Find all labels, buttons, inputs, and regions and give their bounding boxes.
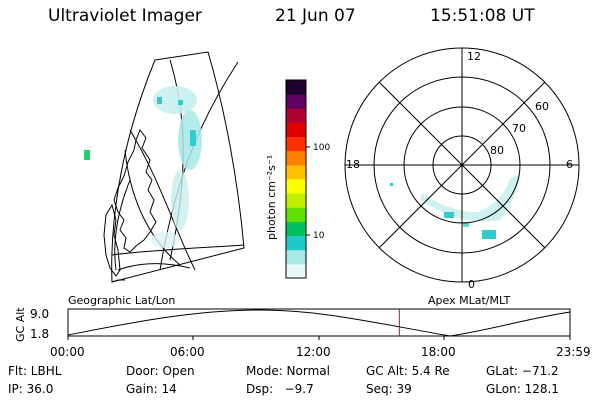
header: Ultraviolet Imager 21 Jun 07 15:51:08 UT bbox=[0, 6, 600, 86]
meridian-line bbox=[129, 129, 196, 271]
polar-aurora-emission bbox=[390, 175, 520, 239]
colorbar-segment bbox=[286, 108, 306, 123]
geographic-latitude: GLat: −71.2 bbox=[486, 364, 559, 378]
instrument-title: Ultraviolet Imager bbox=[48, 6, 202, 26]
x-tick-0000: 00:00 bbox=[50, 345, 85, 359]
emission-bright bbox=[463, 222, 469, 227]
x-tick-1200: 12:00 bbox=[296, 345, 331, 359]
emission-bright bbox=[482, 230, 496, 239]
x-tick-2359: 23:59 bbox=[556, 345, 591, 359]
geographic-longitude: GLon: 128.1 bbox=[486, 382, 559, 396]
map-frame-edge bbox=[111, 279, 125, 283]
timeline-y-tick-low: 1.8 bbox=[30, 327, 49, 341]
geographic-map bbox=[103, 51, 245, 283]
colorbar-segment bbox=[286, 94, 306, 109]
timeline-y-tick-high: 9.0 bbox=[30, 307, 49, 321]
mlt-label-6: 6 bbox=[566, 158, 573, 171]
colorbar-segment bbox=[286, 122, 306, 138]
x-tick-1800: 18:00 bbox=[421, 345, 456, 359]
parallel-line bbox=[111, 244, 245, 256]
colorbar-tick-100: 100 bbox=[313, 143, 330, 153]
mlt-label-18: 18 bbox=[346, 158, 360, 171]
imager-panels: photon cm⁻²s⁻¹ 100 10 12 18 6 0 60 70 80… bbox=[14, 47, 591, 359]
mode-status: Mode: Normal bbox=[246, 364, 330, 378]
altitude-curve bbox=[67, 309, 571, 337]
parallel-line bbox=[117, 263, 191, 271]
colorbar-segment bbox=[286, 263, 306, 279]
emission-bright bbox=[157, 97, 162, 104]
emission-bright bbox=[444, 212, 454, 218]
door-status: Door: Open bbox=[126, 364, 195, 378]
colorbar-segment bbox=[286, 235, 306, 251]
mlat-label-70: 70 bbox=[512, 122, 526, 135]
mlt-label-12: 12 bbox=[467, 50, 481, 63]
colorbar-frame bbox=[285, 79, 307, 279]
observation-time: 15:51:08 UT bbox=[430, 6, 535, 26]
colorbar-segment bbox=[286, 179, 306, 194]
colorbar bbox=[285, 79, 307, 279]
colorbar-segment bbox=[286, 249, 306, 265]
calibration-spot bbox=[84, 150, 90, 160]
emission-bright bbox=[190, 130, 196, 146]
gc-altitude: GC Alt: 5.4 Re bbox=[366, 364, 450, 378]
coastline bbox=[113, 128, 157, 253]
emission-patch bbox=[151, 232, 179, 248]
parallel-line bbox=[114, 179, 131, 271]
colorbar-segment bbox=[286, 80, 306, 95]
colorbar-segment bbox=[286, 136, 306, 152]
timeline-axis-title: GC Alt bbox=[14, 307, 27, 342]
timeline-left-label: Geographic Lat/Lon bbox=[68, 294, 175, 307]
colorbar-segment bbox=[286, 164, 306, 180]
polar-plot bbox=[344, 47, 580, 283]
colorbar-segment bbox=[286, 193, 306, 208]
emission-patch bbox=[171, 170, 189, 230]
mlat-label-80: 80 bbox=[490, 144, 504, 157]
coastline bbox=[103, 203, 121, 277]
colorbar-tick-10: 10 bbox=[313, 231, 325, 241]
mlt-diagonal bbox=[378, 81, 546, 249]
map-aurora-emission bbox=[84, 86, 202, 248]
map-frame bbox=[111, 51, 245, 283]
emission-bright bbox=[390, 183, 393, 186]
mlt-label-0: 0 bbox=[468, 278, 475, 291]
altitude-timeline: Geographic Lat/Lon Apex MLat/MLT GC Alt … bbox=[14, 294, 591, 359]
sequence-number: Seq: 39 bbox=[366, 382, 412, 396]
x-tick-0600: 06:00 bbox=[170, 345, 205, 359]
emission-bright bbox=[178, 100, 183, 105]
colorbar-segment bbox=[286, 150, 306, 166]
colorbar-segment bbox=[286, 207, 306, 222]
mlat-label-60: 60 bbox=[535, 100, 549, 113]
emission-oval bbox=[420, 175, 520, 222]
dsp-value: Dsp: −9.7 bbox=[246, 382, 314, 396]
emission-patch bbox=[153, 86, 197, 114]
gain-value: Gain: 14 bbox=[126, 382, 177, 396]
colorbar-unit-label: photon cm⁻²s⁻¹ bbox=[265, 155, 278, 240]
timeline-frame bbox=[67, 308, 571, 337]
ip-value: IP: 36.0 bbox=[8, 382, 54, 396]
observation-date: 21 Jun 07 bbox=[275, 6, 356, 26]
filter-status: Flt: LBHL bbox=[8, 364, 62, 378]
timeline-right-label: Apex MLat/MLT bbox=[428, 294, 511, 307]
colorbar-segment bbox=[286, 221, 306, 237]
